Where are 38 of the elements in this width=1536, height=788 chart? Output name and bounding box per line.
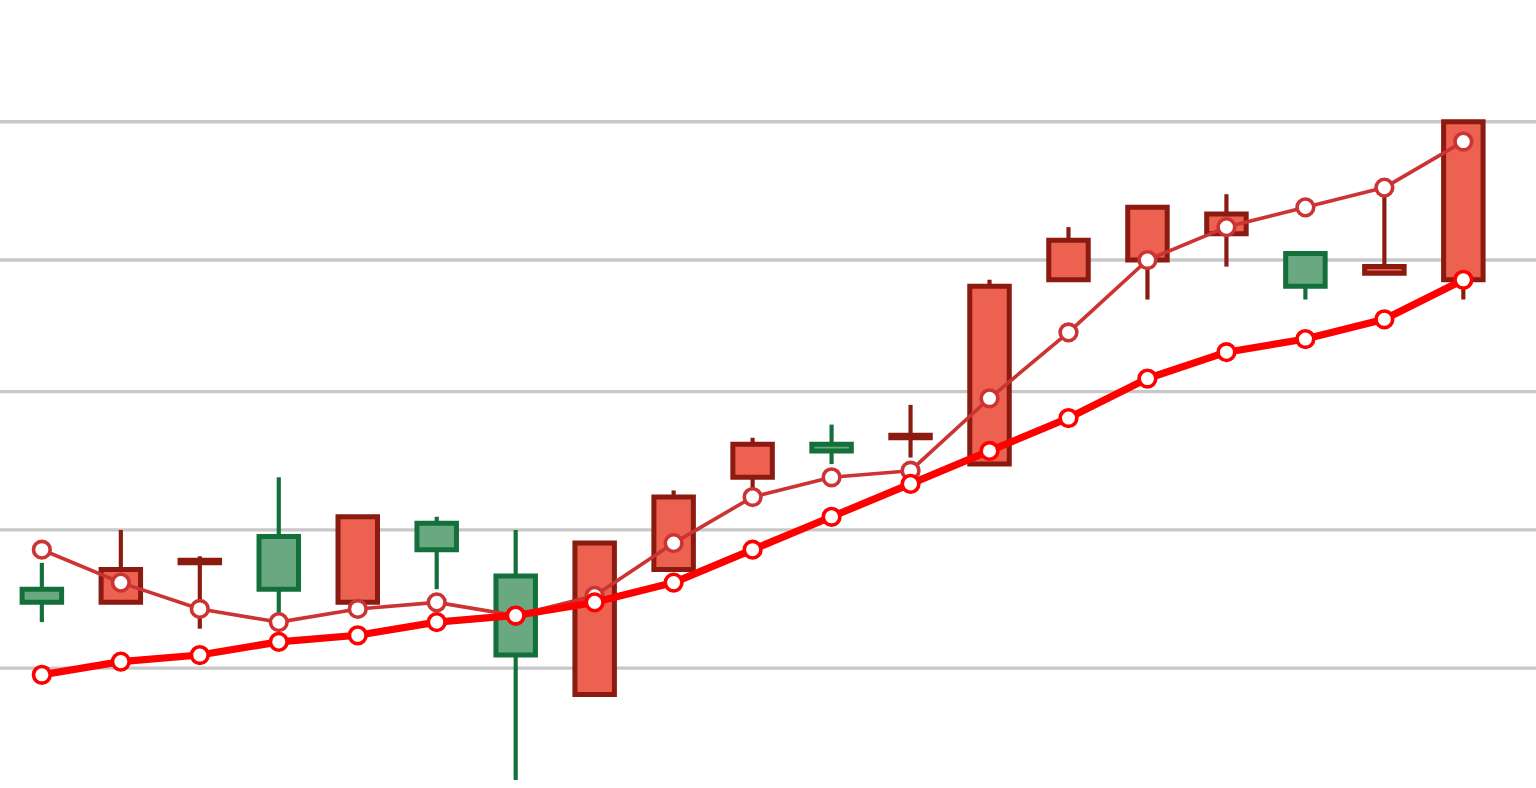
point [1374,177,1395,198]
candlestick [888,402,933,460]
point [1453,269,1474,290]
point [742,486,763,508]
point [189,598,210,620]
point [979,388,1000,409]
candlestick [1046,225,1091,283]
point [110,651,131,672]
point [31,664,52,685]
point [189,644,210,666]
point [426,592,447,613]
point [1058,407,1079,429]
point [1295,328,1316,350]
candlestick [1283,250,1328,302]
point [347,625,368,646]
point [426,611,447,633]
point [663,572,684,593]
point [268,631,289,652]
point [821,467,842,488]
point [1216,342,1237,363]
point [1295,197,1316,218]
point [1058,322,1079,343]
point [31,539,52,560]
candlestick [809,422,854,467]
point [821,506,842,527]
point [584,592,605,613]
point [347,598,368,620]
candlestick [177,554,223,631]
point [979,440,1000,462]
point [1374,309,1395,330]
point [1453,131,1474,152]
point [1137,249,1158,271]
point [900,473,921,494]
point [742,539,763,560]
point [268,611,289,633]
candlestick [19,560,65,625]
candlestick [414,514,459,592]
point [1137,368,1158,389]
